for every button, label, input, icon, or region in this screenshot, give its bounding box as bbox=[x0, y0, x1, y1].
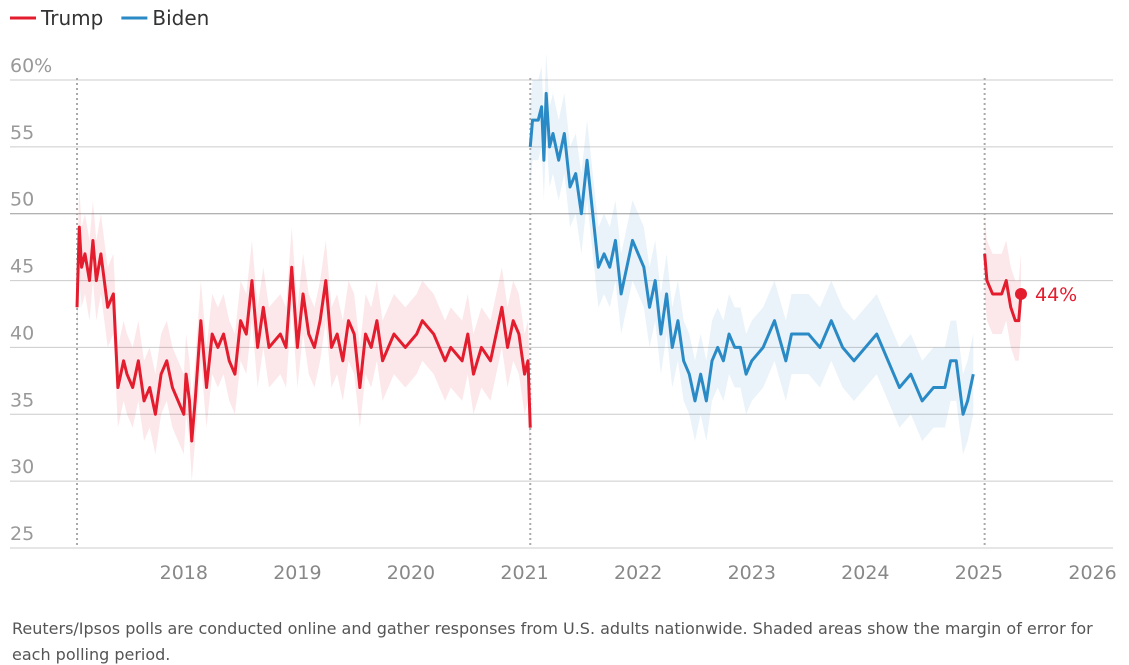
y-tick-label: 30 bbox=[10, 456, 34, 478]
series-line bbox=[528, 91, 975, 416]
y-tick-label: 55 bbox=[10, 122, 34, 144]
x-tick-label: 2018 bbox=[160, 562, 208, 584]
legend-label: Biden bbox=[152, 6, 209, 30]
error-band bbox=[77, 186, 531, 482]
x-tick-label: 2026 bbox=[1068, 562, 1116, 584]
x-tick-label: 2024 bbox=[841, 562, 889, 584]
x-tick-label: 2020 bbox=[387, 562, 435, 584]
annotation-label: 44% bbox=[1035, 284, 1077, 306]
x-tick-label: 2021 bbox=[500, 562, 548, 584]
y-tick-label: 40 bbox=[10, 322, 34, 344]
legend-label: Trump bbox=[40, 6, 103, 30]
x-tick-label: 2025 bbox=[955, 562, 1003, 584]
end-point bbox=[1014, 287, 1027, 300]
error-band bbox=[530, 53, 974, 455]
x-tick-label: 2023 bbox=[728, 562, 776, 584]
x-tick-label: 2022 bbox=[614, 562, 662, 584]
footnote: Reuters/Ipsos polls are conducted online… bbox=[12, 619, 1093, 664]
series-line bbox=[75, 225, 532, 443]
y-tick-label: 35 bbox=[10, 389, 34, 411]
y-tick-label: 45 bbox=[10, 256, 34, 278]
chart: 25 30 35 40 45 50 60% 55 2018 2019 2020 2021 2022 202… bbox=[10, 6, 1117, 584]
y-tick-label: 25 bbox=[10, 523, 34, 545]
y-tick-label: 60% bbox=[10, 55, 52, 77]
y-tick-label: 50 bbox=[10, 189, 34, 211]
series-line bbox=[983, 253, 1023, 323]
x-tick-label: 2019 bbox=[273, 562, 321, 584]
